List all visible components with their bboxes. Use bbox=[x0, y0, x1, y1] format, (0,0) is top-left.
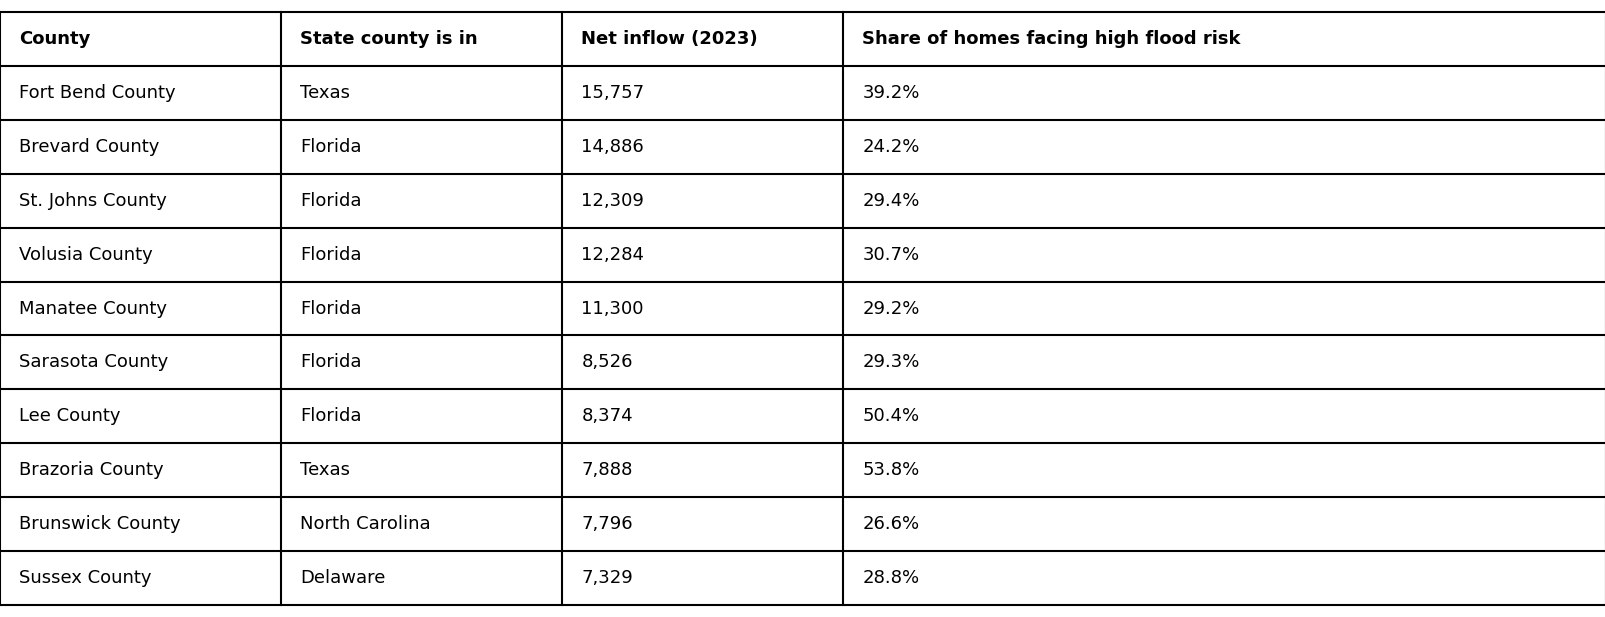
Text: Volusia County: Volusia County bbox=[19, 246, 152, 263]
Text: Florida: Florida bbox=[300, 299, 361, 318]
Text: 12,284: 12,284 bbox=[581, 246, 644, 263]
Text: Florida: Florida bbox=[300, 407, 361, 425]
Text: 15,757: 15,757 bbox=[581, 84, 644, 102]
Text: Manatee County: Manatee County bbox=[19, 299, 167, 318]
Text: State county is in: State county is in bbox=[300, 30, 478, 48]
Text: Sarasota County: Sarasota County bbox=[19, 354, 169, 371]
Text: 7,329: 7,329 bbox=[581, 569, 632, 587]
Text: Brazoria County: Brazoria County bbox=[19, 461, 164, 479]
Text: 28.8%: 28.8% bbox=[862, 569, 920, 587]
Text: Florida: Florida bbox=[300, 246, 361, 263]
Text: 12,309: 12,309 bbox=[581, 192, 644, 210]
Text: 30.7%: 30.7% bbox=[862, 246, 920, 263]
Text: North Carolina: North Carolina bbox=[300, 515, 430, 533]
Text: Brevard County: Brevard County bbox=[19, 138, 159, 156]
Text: County: County bbox=[19, 30, 90, 48]
Text: 8,526: 8,526 bbox=[581, 354, 632, 371]
Text: Lee County: Lee County bbox=[19, 407, 120, 425]
Text: 50.4%: 50.4% bbox=[862, 407, 920, 425]
Text: 7,888: 7,888 bbox=[581, 461, 632, 479]
Text: 29.3%: 29.3% bbox=[862, 354, 920, 371]
Text: Sussex County: Sussex County bbox=[19, 569, 152, 587]
Text: 7,796: 7,796 bbox=[581, 515, 632, 533]
Text: Net inflow (2023): Net inflow (2023) bbox=[581, 30, 758, 48]
Text: 26.6%: 26.6% bbox=[862, 515, 920, 533]
Text: Brunswick County: Brunswick County bbox=[19, 515, 181, 533]
Text: St. Johns County: St. Johns County bbox=[19, 192, 167, 210]
Text: 11,300: 11,300 bbox=[581, 299, 644, 318]
Text: 29.2%: 29.2% bbox=[862, 299, 920, 318]
Text: 24.2%: 24.2% bbox=[862, 138, 920, 156]
Text: Florida: Florida bbox=[300, 138, 361, 156]
Text: Texas: Texas bbox=[300, 461, 350, 479]
Text: Delaware: Delaware bbox=[300, 569, 385, 587]
Text: Texas: Texas bbox=[300, 84, 350, 102]
Text: 14,886: 14,886 bbox=[581, 138, 644, 156]
Text: 8,374: 8,374 bbox=[581, 407, 632, 425]
Text: Fort Bend County: Fort Bend County bbox=[19, 84, 177, 102]
Text: Florida: Florida bbox=[300, 192, 361, 210]
Text: 39.2%: 39.2% bbox=[862, 84, 920, 102]
Text: 29.4%: 29.4% bbox=[862, 192, 920, 210]
Text: 53.8%: 53.8% bbox=[862, 461, 920, 479]
Text: Share of homes facing high flood risk: Share of homes facing high flood risk bbox=[862, 30, 1241, 48]
Text: Florida: Florida bbox=[300, 354, 361, 371]
